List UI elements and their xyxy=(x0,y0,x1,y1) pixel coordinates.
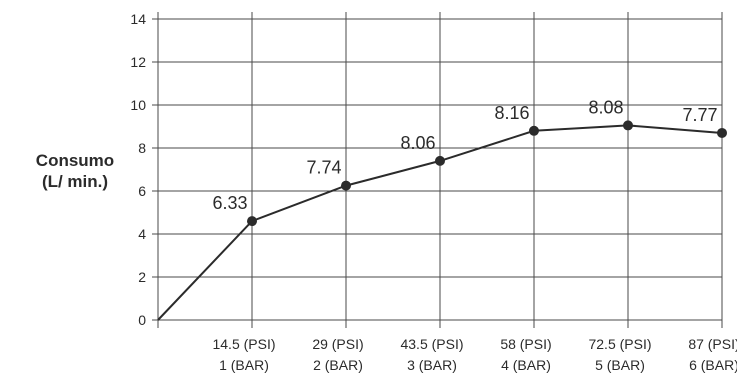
x-tick-label-bar: 6 (BAR) xyxy=(689,357,737,373)
data-point xyxy=(717,127,727,138)
data-label: 7.74 xyxy=(306,158,341,178)
data-point xyxy=(341,180,351,191)
x-tick-label-psi: 87 (PSI) xyxy=(688,336,737,352)
data-label: 6.33 xyxy=(212,193,247,213)
y-tick-label: 8 xyxy=(138,140,146,156)
x-tick-label-psi: 43.5 (PSI) xyxy=(400,336,463,352)
data-label: 8.16 xyxy=(494,103,529,123)
x-tick-label-psi: 58 (PSI) xyxy=(500,336,551,352)
x-tick-label-psi: 72.5 (PSI) xyxy=(588,336,651,352)
x-tick-label-bar: 4 (BAR) xyxy=(501,357,551,373)
x-tick-label-psi: 29 (PSI) xyxy=(312,336,363,352)
data-point xyxy=(247,216,257,227)
y-tick-label: 6 xyxy=(138,183,146,199)
y-tick-label: 14 xyxy=(130,11,146,27)
y-tick-label: 10 xyxy=(130,97,146,113)
x-tick-label-bar: 3 (BAR) xyxy=(407,357,457,373)
data-point xyxy=(529,125,539,136)
data-label: 7.77 xyxy=(682,105,717,125)
data-point xyxy=(435,155,445,166)
y-tick-label: 0 xyxy=(138,312,146,328)
data-label: 8.08 xyxy=(588,97,623,117)
x-tick-label-bar: 2 (BAR) xyxy=(313,357,363,373)
y-tick-label: 4 xyxy=(138,226,146,242)
y-tick-label: 2 xyxy=(138,269,146,285)
data-label: 8.06 xyxy=(400,133,435,153)
y-axis-label-line-2: (L/ min.) xyxy=(41,172,109,191)
x-tick-label-psi: 14.5 (PSI) xyxy=(212,336,275,352)
y-axis-label-line-1: Consumo xyxy=(35,151,115,170)
y-tick-label: 12 xyxy=(130,54,146,70)
data-point xyxy=(623,120,633,131)
x-tick-label-bar: 1 (BAR) xyxy=(219,357,269,373)
x-tick-label-bar: 5 (BAR) xyxy=(595,357,645,373)
